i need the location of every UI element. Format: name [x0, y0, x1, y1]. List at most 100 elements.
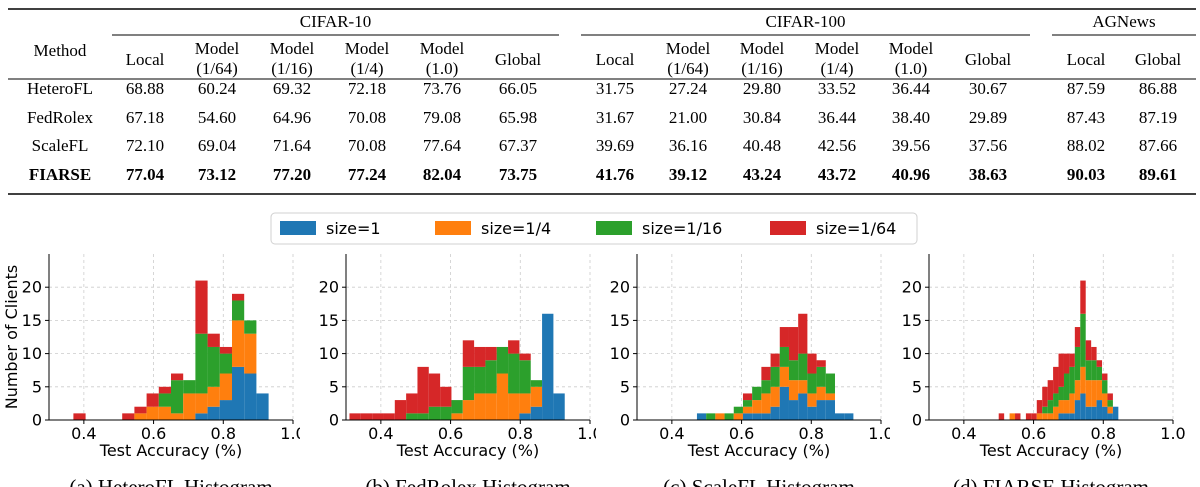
- bar-segment: [1047, 380, 1054, 401]
- bar-segment: [474, 346, 486, 367]
- table-cell: 54.60: [198, 108, 236, 127]
- table-cell: 67.18: [126, 108, 164, 127]
- bar-segment: [752, 400, 762, 414]
- y-tick-label: 15: [319, 311, 339, 330]
- table-cell: 30.84: [743, 108, 782, 127]
- bar-segment: [752, 413, 762, 420]
- bar-segment: [1069, 366, 1075, 394]
- bar-segment: [1074, 380, 1081, 401]
- bar-segment: [530, 386, 543, 407]
- bar-segment: [1058, 400, 1064, 414]
- bar-segment: [825, 393, 835, 401]
- bar-segment: [542, 313, 554, 420]
- bar-segment: [998, 413, 1005, 420]
- bar-segment: [195, 413, 208, 420]
- bar-segment: [519, 413, 531, 420]
- bar-segment: [195, 393, 208, 414]
- method-header: Method: [34, 41, 87, 60]
- legend-label: size=1/4: [481, 219, 551, 238]
- bar-segment: [122, 413, 135, 420]
- x-tick-label: 1.0: [280, 424, 300, 443]
- bar-segment: [219, 346, 232, 354]
- method-name: HeteroFL: [27, 79, 93, 98]
- table-cell: 69.32: [273, 79, 311, 98]
- y-tick-label: 10: [22, 344, 42, 363]
- table-cell: 40.96: [892, 165, 930, 184]
- bar-segment: [232, 293, 245, 301]
- legend-swatch: [770, 221, 806, 235]
- bar-segment: [715, 413, 725, 420]
- bar-segment: [1096, 380, 1103, 401]
- table-cell: 27.24: [669, 79, 708, 98]
- bar-segment: [474, 366, 486, 394]
- table-cell: 77.64: [423, 136, 462, 155]
- column-header-sub: (1/64): [196, 59, 238, 78]
- bar-segment: [798, 393, 808, 420]
- table-cell: 38.40: [892, 108, 930, 127]
- bar-segment: [440, 406, 452, 420]
- bar-segment: [134, 413, 147, 420]
- bar-segment: [798, 353, 808, 381]
- bar-segment: [1091, 346, 1097, 361]
- bar-segment: [134, 406, 147, 414]
- legend-label: size=1/16: [642, 219, 722, 238]
- bar-segment: [1096, 400, 1103, 420]
- bar-segment: [530, 406, 543, 420]
- bar-segment: [1058, 353, 1064, 387]
- y-tick-label: 10: [902, 344, 922, 363]
- bar-segment: [1102, 406, 1108, 420]
- column-header: Model: [666, 39, 711, 58]
- legend-label: size=1: [326, 219, 381, 238]
- bar-segment: [244, 320, 257, 334]
- table-cell: 39.69: [596, 136, 634, 155]
- bar-segment: [816, 360, 826, 367]
- x-tick-label: 0.4: [368, 424, 393, 443]
- x-tick-label: 0.4: [659, 424, 684, 443]
- bar-segment: [1074, 346, 1081, 381]
- y-tick-label: 0: [620, 411, 630, 430]
- panel-caption: (d) FIARSE Histogram: [953, 475, 1149, 487]
- bar-segment: [770, 406, 780, 420]
- column-header-sub: (1/64): [667, 59, 709, 78]
- bar-segment: [1102, 373, 1108, 381]
- y-tick-label: 5: [329, 377, 339, 396]
- table-cell: 39.12: [669, 165, 707, 184]
- table-cell: 70.08: [348, 108, 386, 127]
- table-cell: 43.24: [743, 165, 782, 184]
- bar-segment: [519, 360, 531, 394]
- bar-segment: [406, 413, 418, 420]
- bar-segment: [530, 380, 543, 387]
- bar-segment: [733, 413, 743, 420]
- bar-segment: [1102, 380, 1108, 394]
- column-header: Local: [596, 50, 635, 69]
- bar-segment: [1053, 366, 1059, 394]
- bar-segment: [1074, 400, 1081, 420]
- table-cell: 40.48: [743, 136, 781, 155]
- y-tick-label: 15: [610, 311, 630, 330]
- table-cell: 37.56: [969, 136, 1007, 155]
- bar-segment: [244, 333, 257, 374]
- bar-segment: [761, 413, 771, 420]
- bar-segment: [171, 373, 184, 381]
- bar-segment: [232, 300, 245, 321]
- column-header: Local: [1067, 50, 1106, 69]
- column-header: Global: [495, 50, 542, 69]
- bar-segment: [158, 406, 171, 420]
- bar-segment: [1080, 393, 1086, 420]
- bar-segment: [1042, 413, 1048, 420]
- dataset-header: CIFAR-100: [766, 12, 846, 31]
- bar-segment: [183, 393, 196, 420]
- column-header: Model: [345, 39, 390, 58]
- column-header: Model: [270, 39, 315, 58]
- bar-segment: [742, 406, 753, 414]
- bar-segment: [807, 406, 817, 420]
- y-tick-label: 20: [902, 278, 922, 297]
- table-cell: 38.63: [969, 165, 1007, 184]
- panel-caption: (b) FedRolex Histogram: [365, 475, 570, 487]
- bar-segment: [1047, 413, 1054, 420]
- bar-segment: [440, 386, 452, 407]
- bar-segment: [788, 360, 799, 381]
- bar-segment: [73, 413, 86, 420]
- y-tick-label: 5: [32, 377, 42, 396]
- column-header: Model: [740, 39, 785, 58]
